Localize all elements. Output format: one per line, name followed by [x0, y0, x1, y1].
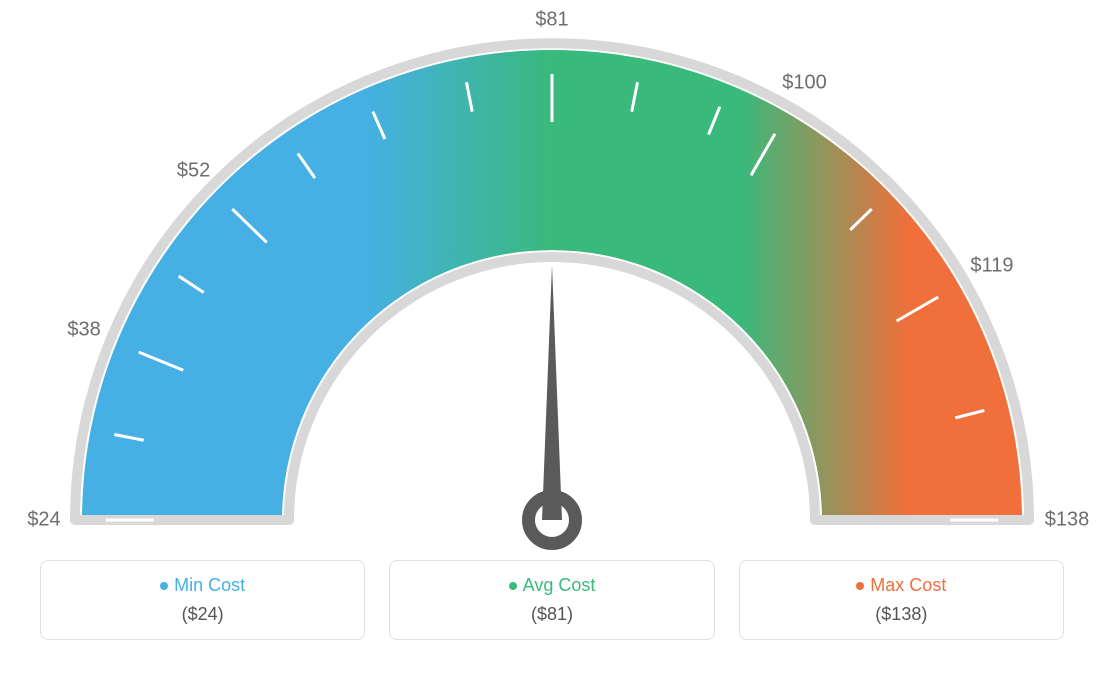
- legend-dot-icon: [509, 582, 517, 590]
- chart-container: $24 $38 $52 $81 $100 $119 $138 Min Cost ($24) Av…: [0, 0, 1104, 690]
- legend-label: Max Cost: [760, 575, 1043, 596]
- gauge-tick-label: $81: [535, 9, 568, 32]
- legend-card-min: Min Cost ($24): [40, 560, 365, 640]
- gauge-tick-label: $38: [67, 318, 100, 341]
- gauge-needle: [542, 265, 562, 520]
- legend-label: Avg Cost: [410, 575, 693, 596]
- gauge-chart: $24 $38 $52 $81 $100 $119 $138: [0, 0, 1104, 560]
- legend-label-text: Max Cost: [870, 575, 946, 595]
- legend-value: ($24): [61, 604, 344, 625]
- legend-label: Min Cost: [61, 575, 344, 596]
- gauge-tick-label: $119: [970, 255, 1013, 278]
- gauge-svg: [0, 0, 1104, 560]
- legend-value: ($138): [760, 604, 1043, 625]
- gauge-tick-label: $24: [27, 509, 60, 532]
- legend-card-max: Max Cost ($138): [739, 560, 1064, 640]
- legend-row: Min Cost ($24) Avg Cost ($81) Max Cost ($138): [0, 560, 1104, 640]
- legend-dot-icon: [856, 582, 864, 590]
- legend-label-text: Avg Cost: [523, 575, 596, 595]
- legend-label-text: Min Cost: [174, 575, 245, 595]
- gauge-tick-label: $100: [782, 71, 827, 94]
- legend-value: ($81): [410, 604, 693, 625]
- gauge-tick-label: $52: [177, 160, 210, 183]
- gauge-tick-label: $138: [1045, 509, 1090, 532]
- legend-dot-icon: [160, 582, 168, 590]
- legend-card-avg: Avg Cost ($81): [389, 560, 714, 640]
